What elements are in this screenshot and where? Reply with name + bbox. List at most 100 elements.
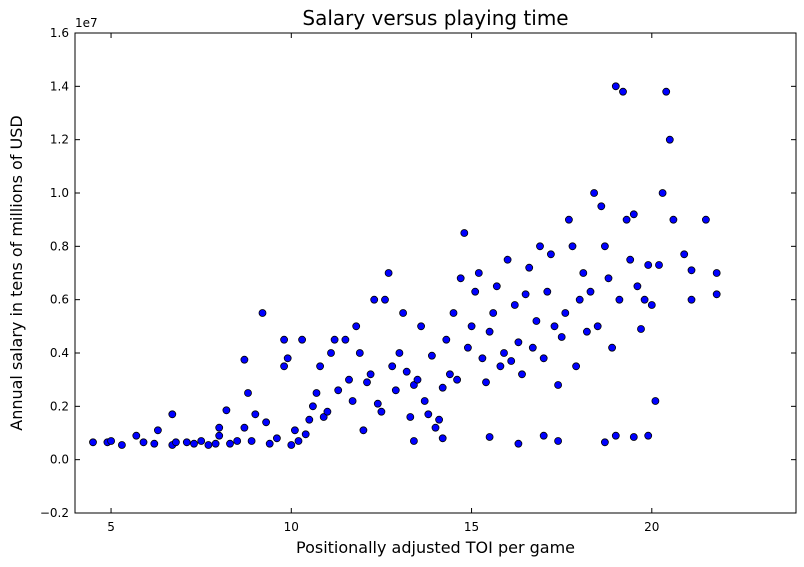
data-point [251,410,260,419]
x-axis-title: Positionally adjusted TOI per game [296,538,575,557]
plot-frame [74,32,797,514]
data-point [528,343,537,352]
data-point [388,362,397,371]
data-point [366,370,375,379]
data-point [308,402,317,411]
data-point [539,354,548,363]
data-point [539,431,548,440]
data-point [496,362,505,371]
data-point [543,287,552,296]
data-point [561,309,570,317]
data-point [240,423,249,432]
data-point [132,431,141,440]
x-tick-label: 10 [284,520,299,534]
data-point [168,410,177,419]
data-point [438,434,447,443]
chart-title: Salary versus playing time [302,6,568,30]
y-axis-title: Annual salary in tens of millions of USD [7,115,26,431]
x-axis-ticks: 5 10 15 20 [107,33,659,534]
data-point [554,381,562,389]
y-tick-label: 0.6 [50,293,69,307]
data-point [301,430,310,439]
data-point [557,333,566,341]
data-point [442,335,451,344]
data-point [565,215,573,224]
data-point [240,355,249,364]
data-point [518,370,526,379]
data-point [568,242,577,251]
data-point [590,189,598,197]
data-point [409,381,418,389]
y-tick-label: 0.2 [50,399,69,413]
data-point [283,354,292,363]
data-point [359,426,368,435]
data-point [197,437,206,445]
data-point [463,343,472,352]
data-point [601,438,609,447]
data-point [712,269,721,277]
data-point [215,423,224,432]
data-point [532,317,541,325]
data-point [579,269,588,277]
data-point [244,389,252,397]
y-tick-label: 0.8 [50,239,69,253]
data-point [471,287,480,296]
data-point [640,295,649,304]
data-point [665,135,674,144]
data-point [629,433,638,441]
data-point [482,378,490,387]
data-point [363,378,371,387]
data-point [608,343,616,352]
data-point [644,431,653,440]
data-point [601,242,609,251]
data-point [550,322,559,331]
data-point [204,441,213,449]
data-point [348,397,357,405]
data-point [265,439,274,448]
data-point [395,349,404,357]
data-point [597,202,606,211]
data-point [330,335,339,344]
data-point [489,309,498,317]
data-point [150,439,159,448]
data-point [247,437,256,445]
data-point [312,389,321,397]
data-point [525,263,534,272]
data-point [294,437,303,445]
data-point [478,354,487,363]
data-point [644,261,653,269]
data-point [215,431,224,440]
data-point [467,322,476,331]
data-point [687,266,696,275]
data-point [554,437,562,445]
y-tick-label: 1.2 [50,133,69,147]
y-tick-label: 1.6 [50,26,69,40]
data-point [669,215,678,224]
data-point [370,295,379,304]
data-point [655,261,663,269]
data-point [280,362,289,371]
data-point [373,399,382,408]
data-point [287,441,296,449]
data-point [593,322,602,331]
data-point [323,407,332,416]
data-point [272,434,281,443]
data-point [680,250,689,259]
data-point [453,375,462,384]
data-point [712,290,721,299]
data-point [687,295,696,304]
data-point [345,375,353,384]
data-point [327,349,335,357]
data-point [507,357,516,365]
data-point [406,413,415,421]
data-point [503,255,512,264]
data-point [702,215,710,224]
data-point [417,322,426,331]
data-point [420,397,429,405]
data-point [399,309,408,317]
data-point [334,386,343,395]
data-point [153,426,162,435]
data-point [438,383,447,392]
data-point [352,322,361,331]
data-point [381,295,389,304]
